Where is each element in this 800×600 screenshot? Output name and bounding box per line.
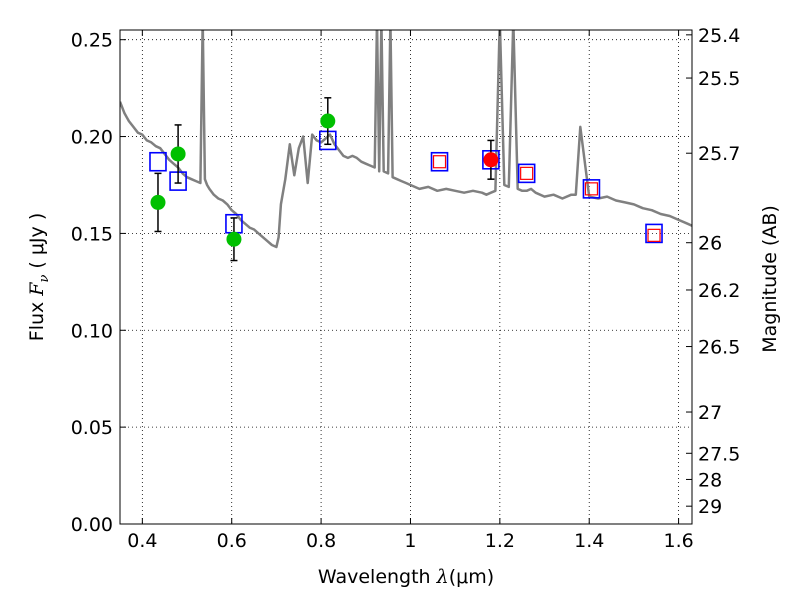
y-axis-ticks: 0.00 0.05 0.10 0.15 0.20 0.25: [71, 30, 126, 536]
right-tick-label: 26.5: [698, 337, 740, 359]
series-hst-acs: [150, 97, 336, 262]
x-tick-label: 0.6: [217, 530, 247, 552]
series-hst-wfc3: [432, 155, 661, 242]
x-tick-label: 0.4: [127, 530, 157, 552]
y-tick-label: 0.05: [71, 417, 113, 439]
data-point: [430, 151, 449, 172]
x-axis-title: Wavelength λ(μm): [318, 566, 494, 588]
y-axis-title-prefix: Flux: [26, 296, 48, 342]
data-point: [517, 163, 536, 184]
right-tick-label: 27.5: [698, 443, 740, 465]
data-point: [320, 113, 336, 129]
x-tick-label: 1.2: [485, 530, 515, 552]
data-point: [150, 194, 166, 210]
right-axis-ticks: 25.4 25.5 25.7 26 26.2 26.5 27 27.5 28 29: [686, 25, 740, 518]
data-point: [520, 166, 534, 180]
right-tick-label: 28: [698, 469, 722, 491]
right-tick-label: 25.4: [698, 25, 740, 47]
x-axis-ticks: 0.4 0.6 0.8 1 1.2 1.4 1.6: [127, 30, 694, 552]
data-point: [645, 223, 663, 244]
x-tick-label: 1.6: [663, 530, 693, 552]
y-axis-title: Flux Fν ( μJy ): [26, 213, 52, 341]
x-tick-label: 1.4: [574, 530, 604, 552]
right-tick-label: 29: [698, 496, 722, 518]
right-axis-title: Magnitude (AB): [759, 205, 781, 353]
x-axis-title-symbol: λ: [436, 566, 449, 588]
y-tick-label: 0.10: [71, 320, 113, 342]
plot-frame: [119, 29, 693, 525]
right-tick-label: 25.7: [698, 143, 740, 165]
data-point: [226, 231, 242, 247]
data-point: [647, 228, 661, 242]
x-axis-title-prefix: Wavelength: [318, 566, 437, 588]
right-tick-label: 26.2: [698, 280, 740, 302]
right-tick-label: 27: [698, 402, 722, 424]
right-tick-label: 26: [698, 233, 722, 255]
series-detection: [483, 139, 499, 180]
series-model-sed: [120, 30, 692, 249]
data-point: [432, 155, 447, 169]
y-tick-label: 0.20: [71, 127, 113, 149]
data-point: [149, 151, 167, 172]
x-tick-label: 1: [404, 530, 416, 552]
right-tick-label: 25.5: [698, 68, 740, 90]
series-model-photometry: [149, 130, 663, 244]
grid-lines: [120, 30, 692, 525]
x-axis-title-unit: (μm): [449, 566, 494, 588]
data-point: [584, 182, 599, 196]
data-point: [170, 146, 186, 162]
x-tick-label: 0.8: [306, 530, 336, 552]
y-tick-label: 0.00: [71, 514, 113, 536]
y-axis-title-unit: ( μJy ): [26, 213, 48, 269]
plot-area: [120, 30, 692, 262]
data-point: [582, 179, 601, 199]
y-tick-label: 0.25: [71, 30, 113, 52]
data-point: [483, 152, 499, 168]
y-tick-label: 0.15: [71, 223, 113, 245]
sed-line: [120, 30, 692, 249]
y-axis-title-subscript: ν: [37, 275, 52, 283]
y-axis-title-symbol: F: [26, 282, 48, 297]
